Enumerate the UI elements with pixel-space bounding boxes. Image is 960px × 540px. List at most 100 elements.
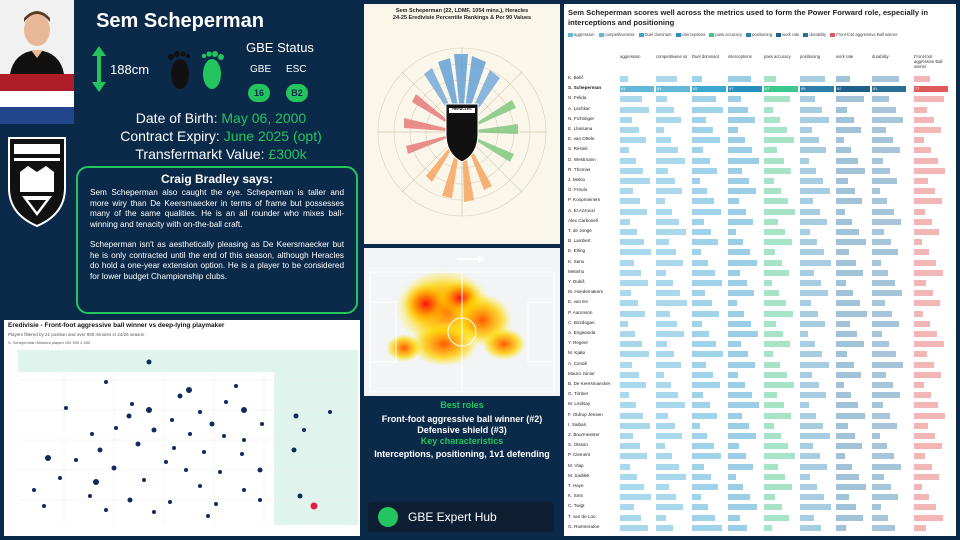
- metric-cell: [836, 443, 862, 450]
- player-row-name: S. Olsson: [568, 442, 588, 448]
- legend-label: Duel dominant: [644, 32, 672, 37]
- metric-cell: [692, 443, 714, 450]
- player-row-name: G. Roemeratoe: [568, 523, 600, 529]
- hub-logo-icon: [378, 507, 398, 527]
- metric-cell: [914, 76, 930, 82]
- metric-cell: [620, 147, 629, 154]
- legend-swatch: [568, 32, 573, 37]
- player-row-name: N. Fichtinger: [568, 115, 595, 121]
- metric-cell: [836, 106, 847, 113]
- metric-cell: [656, 371, 664, 378]
- metric-cell: [620, 484, 644, 490]
- legend-swatch: [776, 32, 782, 37]
- legend-label: durability: [809, 32, 827, 37]
- metric-cell: [728, 218, 753, 225]
- metric-cell: [728, 473, 736, 480]
- metric-cell: [764, 484, 792, 490]
- player-row-name: G. Timber: [568, 391, 589, 397]
- metric-cell: [764, 218, 778, 225]
- metric-cell: [728, 259, 757, 266]
- metric-cell: [692, 320, 702, 327]
- metric-cell: [692, 453, 721, 460]
- metric-cell: [656, 361, 681, 368]
- metric-cell: [764, 208, 795, 215]
- metric-cell: [764, 361, 780, 368]
- metric-cell: [764, 341, 790, 348]
- metric-cell: [872, 290, 902, 297]
- metric-cell: [800, 300, 811, 307]
- metric-cell: [800, 259, 831, 266]
- metric-cell: [656, 433, 682, 439]
- metric-cell: [728, 524, 747, 531]
- metric-cell: [728, 198, 739, 205]
- metric-cell: [656, 147, 678, 154]
- metric-cell: [872, 412, 890, 419]
- metric-cell: [800, 463, 827, 470]
- metric-cell: [836, 147, 851, 154]
- metric-cell: [800, 341, 815, 348]
- metric-cell: [656, 422, 675, 429]
- metric-cell: [692, 188, 707, 195]
- metric-cell: [836, 310, 867, 317]
- metric-cell: [914, 290, 933, 297]
- metric-cell: [872, 382, 893, 388]
- metric-cell: [914, 433, 935, 439]
- legend-swatch: [803, 32, 809, 37]
- gbe-expert-hub-banner: GBE Expert Hub: [368, 502, 554, 532]
- metric-cell: [836, 341, 864, 348]
- dob-line: Date of Birth: May 06, 2000: [86, 110, 356, 126]
- player-row-name: D. Westmann: [568, 156, 596, 162]
- metric-cell: [656, 106, 674, 113]
- metric-cell: [620, 412, 643, 419]
- metric-cell: [656, 443, 665, 450]
- metric-cell: [728, 178, 749, 184]
- metric-cell: [914, 239, 922, 246]
- metric-cell: [914, 96, 944, 103]
- metric-cell: [692, 280, 722, 286]
- metric-cell: [656, 178, 675, 184]
- metric-cell: [692, 218, 704, 225]
- metric-cell: [914, 157, 938, 164]
- metric-cell: [728, 229, 736, 235]
- player-row-name: B. Lambert: [568, 238, 591, 244]
- netherlands-flag: [0, 74, 74, 124]
- metric-cell: [620, 198, 640, 205]
- metric-cell: [872, 96, 889, 103]
- metric-cell: [620, 208, 647, 215]
- metric-cell: [872, 433, 880, 439]
- metric-cell: [692, 504, 708, 511]
- gbe-score-badge: 16: [248, 84, 270, 102]
- player-row-name: K. Belič: [568, 75, 584, 80]
- metric-cell: [836, 188, 855, 195]
- legend-swatch: [638, 32, 644, 37]
- metric-cell: [764, 331, 783, 337]
- metric-cell: [656, 494, 676, 501]
- metric-cell: [728, 96, 741, 103]
- metric-value: 92: [837, 86, 842, 92]
- player-row-name: B. De Keersmaecker: [568, 381, 611, 386]
- metric-cell: [872, 249, 898, 256]
- metric-cell: [764, 402, 784, 409]
- metric-cell: [800, 188, 830, 195]
- player-row-name: K. Smit: [568, 493, 583, 499]
- metric-cell: [620, 218, 630, 225]
- metric-cell: [728, 371, 738, 378]
- radar-chart: [377, 47, 547, 217]
- player-row-name: M. Lindsay: [568, 401, 591, 407]
- esc-label: ESC: [286, 64, 307, 75]
- metric-cell: [764, 382, 794, 388]
- legend-swatch: [709, 32, 715, 37]
- metric-cell: [620, 116, 632, 123]
- player-row-name: Z. Bourmeester: [568, 432, 600, 437]
- metric-cell: [656, 280, 673, 286]
- player-row-name: E. van Ee: [568, 299, 588, 305]
- metric-cell: [692, 147, 703, 154]
- metric-cell: [836, 382, 844, 388]
- metric-cell: [872, 218, 901, 225]
- metric-cell: 97: [728, 86, 762, 93]
- hub-label: GBE Expert Hub: [408, 510, 497, 524]
- metric-cell: [656, 137, 671, 144]
- gbe-label: GBE: [250, 64, 272, 75]
- metric-cell: [620, 310, 645, 317]
- metric-cell: [620, 371, 639, 378]
